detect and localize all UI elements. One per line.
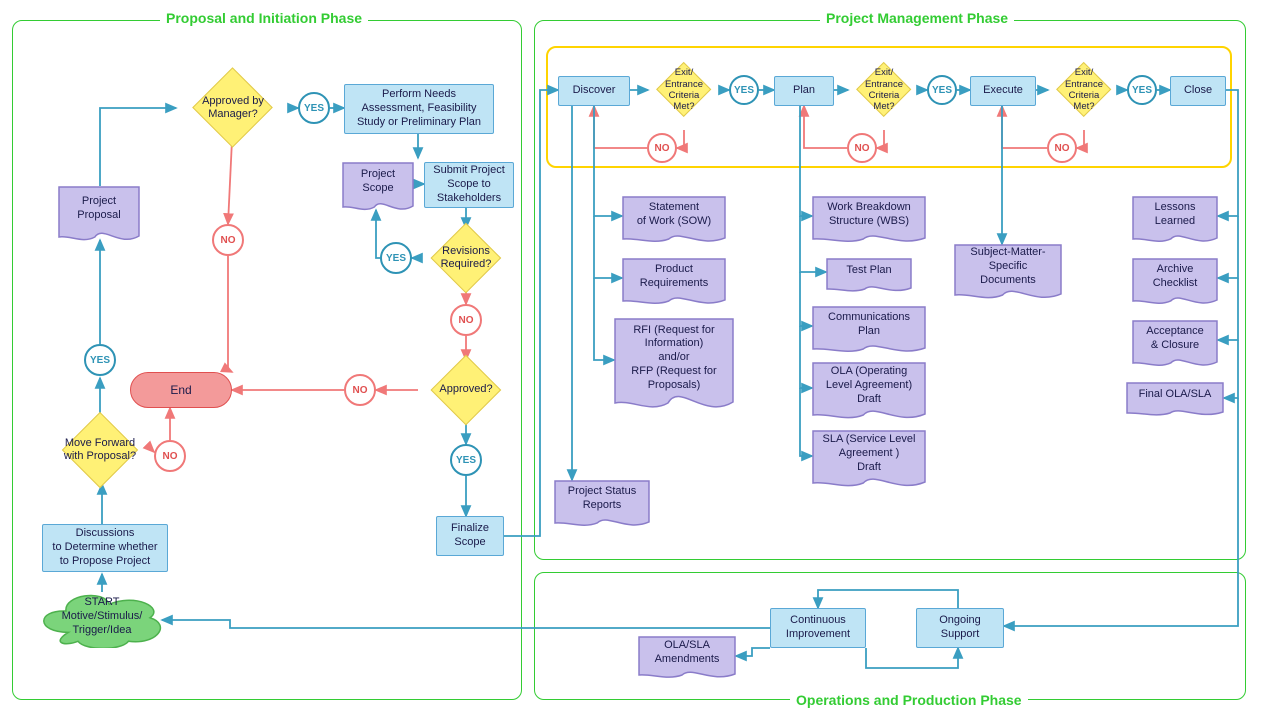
node-sow-label: Statementof Work (SOW) bbox=[631, 197, 717, 239]
node-no2: NO bbox=[212, 224, 244, 256]
node-needs-label: Perform NeedsAssessment, FeasibilityStud… bbox=[357, 88, 481, 129]
node-psr: Project StatusReports bbox=[554, 480, 650, 524]
node-rfi: RFI (Request forInformation)and/orRFP (R… bbox=[614, 318, 734, 404]
node-wbs-label: Work BreakdownStructure (WBS) bbox=[821, 197, 917, 239]
node-yes2: YES bbox=[298, 92, 330, 124]
node-revisions-label: RevisionsRequired? bbox=[431, 223, 500, 292]
node-close: Close bbox=[1170, 76, 1226, 106]
node-testplan: Test Plan bbox=[826, 258, 912, 290]
node-discover-label: Discover bbox=[573, 84, 616, 98]
node-wbs: Work BreakdownStructure (WBS) bbox=[812, 196, 926, 240]
node-approved2: Approved? bbox=[431, 355, 500, 424]
node-testplan-label: Test Plan bbox=[840, 260, 897, 288]
node-approved_mgr-label: Approved byManager? bbox=[193, 68, 272, 147]
node-submit_scope: Submit ProjectScope toStakeholders bbox=[424, 162, 514, 208]
node-smsd-label: Subject-Matter-SpecificDocuments bbox=[964, 242, 1051, 297]
node-discussions-label: Discussionsto Determine whetherto Propos… bbox=[52, 527, 157, 568]
node-no4: NO bbox=[344, 374, 376, 406]
node-commplan-label: CommunicationsPlan bbox=[822, 307, 916, 349]
node-sow: Statementof Work (SOW) bbox=[622, 196, 726, 240]
node-proj_scope: ProjectScope bbox=[342, 162, 414, 208]
node-final_ola-label: Final OLA/SLA bbox=[1133, 384, 1218, 412]
node-approved_mgr: Approved byManager? bbox=[193, 68, 272, 147]
node-lessons: LessonsLearned bbox=[1132, 196, 1218, 240]
phase-ops-title: Operations and Production Phase bbox=[790, 692, 1028, 708]
node-cont_impr-label: ContinuousImprovement bbox=[786, 614, 850, 642]
node-finalize: FinalizeScope bbox=[436, 516, 504, 556]
node-psr-label: Project StatusReports bbox=[562, 481, 642, 523]
node-no_pm1: NO bbox=[647, 133, 677, 163]
node-prodreq-label: ProductRequirements bbox=[634, 259, 714, 301]
node-discussions: Discussionsto Determine whetherto Propos… bbox=[42, 524, 168, 572]
node-execute: Execute bbox=[970, 76, 1036, 106]
node-archive: ArchiveChecklist bbox=[1132, 258, 1218, 302]
node-finalize-label: FinalizeScope bbox=[451, 522, 489, 550]
node-needs: Perform NeedsAssessment, FeasibilityStud… bbox=[344, 84, 494, 134]
node-no3: NO bbox=[450, 304, 482, 336]
node-d_crit3: Exit/EntranceCriteriaMet? bbox=[1057, 63, 1112, 118]
node-no_pm2: NO bbox=[847, 133, 877, 163]
node-proj_proposal-label: ProjectProposal bbox=[71, 191, 126, 233]
node-cont_impr: ContinuousImprovement bbox=[770, 608, 866, 648]
node-accept: Acceptance& Closure bbox=[1132, 320, 1218, 364]
node-sla: SLA (Service LevelAgreement )Draft bbox=[812, 430, 926, 484]
node-prodreq: ProductRequirements bbox=[622, 258, 726, 302]
node-approved2-label: Approved? bbox=[431, 355, 500, 424]
node-discover: Discover bbox=[558, 76, 630, 106]
node-d_crit2: Exit/EntranceCriteriaMet? bbox=[857, 63, 912, 118]
node-yes3: YES bbox=[380, 242, 412, 274]
node-yes1: YES bbox=[84, 344, 116, 376]
node-yes_pm1: YES bbox=[729, 75, 759, 105]
node-revisions: RevisionsRequired? bbox=[431, 223, 500, 292]
node-accept-label: Acceptance& Closure bbox=[1140, 321, 1209, 363]
node-start_cloud-label: STARTMotive/Stimulus/Trigger/Idea bbox=[56, 592, 149, 647]
node-no_pm3: NO bbox=[1047, 133, 1077, 163]
node-ongoing-label: OngoingSupport bbox=[939, 614, 981, 642]
phase-proposal-title: Proposal and Initiation Phase bbox=[160, 10, 368, 26]
node-lessons-label: LessonsLearned bbox=[1149, 197, 1202, 239]
node-ola_amend-label: OLA/SLAAmendments bbox=[649, 635, 726, 677]
node-commplan: CommunicationsPlan bbox=[812, 306, 926, 350]
node-final_ola: Final OLA/SLA bbox=[1126, 382, 1224, 414]
node-proj_proposal: ProjectProposal bbox=[58, 186, 140, 238]
node-archive-label: ArchiveChecklist bbox=[1147, 259, 1204, 301]
node-start_cloud: STARTMotive/Stimulus/Trigger/Idea bbox=[42, 592, 162, 648]
node-smsd: Subject-Matter-SpecificDocuments bbox=[954, 244, 1062, 296]
node-execute-label: Execute bbox=[983, 84, 1023, 98]
node-d_crit1: Exit/EntranceCriteriaMet? bbox=[657, 63, 712, 118]
node-ola-label: OLA (OperatingLevel Agreement)Draft bbox=[820, 361, 918, 416]
node-plan: Plan bbox=[774, 76, 834, 106]
node-yes4: YES bbox=[450, 444, 482, 476]
node-ola: OLA (OperatingLevel Agreement)Draft bbox=[812, 362, 926, 416]
node-sla-label: SLA (Service LevelAgreement )Draft bbox=[817, 429, 922, 484]
node-d_crit1-label: Exit/EntranceCriteriaMet? bbox=[657, 63, 712, 118]
node-d_crit2-label: Exit/EntranceCriteriaMet? bbox=[857, 63, 912, 118]
node-yes_pm2: YES bbox=[927, 75, 957, 105]
node-close-label: Close bbox=[1184, 84, 1212, 98]
node-ola_amend: OLA/SLAAmendments bbox=[638, 636, 736, 676]
node-submit_scope-label: Submit ProjectScope toStakeholders bbox=[433, 164, 505, 205]
node-yes_pm3: YES bbox=[1127, 75, 1157, 105]
node-plan-label: Plan bbox=[793, 84, 815, 98]
node-end: End bbox=[130, 372, 232, 408]
node-no1: NO bbox=[154, 440, 186, 472]
node-ongoing: OngoingSupport bbox=[916, 608, 1004, 648]
phase-pm-title: Project Management Phase bbox=[820, 10, 1014, 26]
node-d_crit3-label: Exit/EntranceCriteriaMet? bbox=[1057, 63, 1112, 118]
node-move_forward-label: Move Forwardwith Proposal? bbox=[63, 413, 138, 488]
node-rfi-label: RFI (Request forInformation)and/orRFP (R… bbox=[625, 320, 722, 403]
node-move_forward: Move Forwardwith Proposal? bbox=[63, 413, 138, 488]
node-proj_scope-label: ProjectScope bbox=[355, 164, 401, 206]
